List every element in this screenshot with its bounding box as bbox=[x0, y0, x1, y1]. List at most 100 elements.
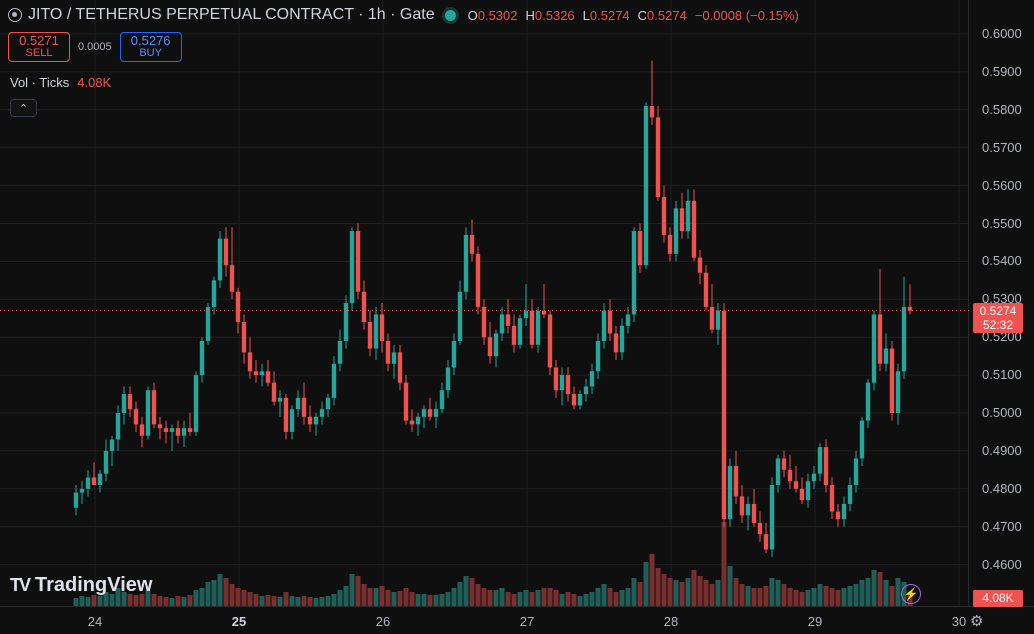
volume-bar bbox=[439, 594, 445, 606]
chart-grid bbox=[0, 0, 1034, 607]
candle bbox=[907, 284, 913, 315]
candle bbox=[271, 371, 277, 406]
candle bbox=[523, 284, 529, 326]
candle bbox=[211, 276, 217, 315]
volume-bar bbox=[211, 580, 217, 606]
candle bbox=[265, 359, 271, 387]
candle bbox=[559, 367, 565, 406]
volume-bar bbox=[769, 578, 775, 606]
volume-bar bbox=[823, 586, 829, 606]
volume-bar bbox=[265, 595, 271, 606]
volume-bar bbox=[343, 586, 349, 606]
tradingview-logo[interactable]: TV TradingView bbox=[10, 574, 153, 596]
volume-bar bbox=[319, 597, 325, 606]
candle bbox=[259, 363, 265, 387]
volume-bar bbox=[541, 588, 547, 606]
volume-bar bbox=[325, 596, 331, 606]
volume-bar bbox=[259, 596, 265, 606]
candle bbox=[805, 473, 811, 508]
candle bbox=[727, 458, 733, 527]
volume-bar bbox=[619, 590, 625, 606]
price-tick-label: 0.5500 bbox=[982, 215, 1022, 231]
candle bbox=[277, 390, 283, 417]
candle bbox=[367, 310, 373, 357]
volume-value: 4.08K bbox=[77, 75, 112, 90]
lightning-icon[interactable]: ⚡ bbox=[901, 584, 921, 604]
volume-bar bbox=[661, 574, 667, 606]
candle bbox=[793, 466, 799, 493]
candle bbox=[817, 443, 823, 482]
candle bbox=[889, 340, 895, 421]
volume-bar bbox=[121, 592, 127, 606]
volume-legend[interactable]: Vol · Ticks 4.08K bbox=[10, 75, 111, 90]
price-tick-label: 0.5600 bbox=[982, 177, 1022, 193]
volume-bar bbox=[103, 592, 109, 606]
volume-bar bbox=[151, 594, 157, 606]
volume-bar bbox=[271, 596, 277, 606]
candle bbox=[481, 299, 487, 345]
candle bbox=[445, 359, 451, 398]
candle bbox=[733, 450, 739, 504]
candles bbox=[73, 60, 913, 558]
candle bbox=[289, 405, 295, 440]
candle bbox=[439, 382, 445, 413]
candle bbox=[319, 401, 325, 425]
price-tick-label: 0.5800 bbox=[982, 101, 1022, 117]
candle bbox=[517, 314, 523, 349]
candle bbox=[295, 390, 301, 417]
chart-header: JITO / TETHERUS PERPETUAL CONTRACT · 1h … bbox=[8, 6, 799, 24]
candle bbox=[547, 310, 553, 376]
candle bbox=[511, 314, 517, 353]
volume-bar bbox=[433, 595, 439, 606]
collapse-legend-button[interactable]: ⌃ bbox=[10, 99, 37, 117]
buy-button[interactable]: 0.5276 BUY bbox=[119, 32, 182, 62]
volume-bar bbox=[781, 584, 787, 606]
volume-bar bbox=[739, 584, 745, 606]
volume-bar bbox=[517, 592, 523, 606]
volume-bar bbox=[463, 576, 469, 606]
candle bbox=[205, 303, 211, 345]
price-tick-label: 0.5400 bbox=[982, 253, 1022, 269]
candle bbox=[901, 276, 907, 379]
symbol-title[interactable]: JITO / TETHERUS PERPETUAL CONTRACT · 1h … bbox=[28, 6, 435, 23]
candle bbox=[595, 333, 601, 379]
volume-bar bbox=[499, 588, 505, 606]
candle bbox=[97, 469, 103, 493]
candle bbox=[799, 477, 805, 504]
volume-bar bbox=[409, 592, 415, 606]
volume-bar bbox=[655, 568, 661, 606]
candle bbox=[583, 378, 589, 402]
volume-bar bbox=[373, 588, 379, 606]
volume-bar bbox=[487, 590, 493, 606]
candle bbox=[853, 450, 859, 493]
time-tick-label: 28 bbox=[663, 614, 679, 629]
volume-bar bbox=[163, 597, 169, 606]
time-tick-label: 26 bbox=[375, 614, 391, 629]
volume-bar bbox=[637, 582, 643, 606]
gear-icon[interactable]: ⚙ bbox=[970, 613, 984, 630]
volume-bar bbox=[643, 562, 649, 606]
candle bbox=[343, 295, 349, 349]
volume-bar bbox=[571, 594, 577, 606]
candle bbox=[679, 193, 685, 239]
volume-bar bbox=[229, 584, 235, 606]
candle bbox=[601, 303, 607, 349]
volume-bar bbox=[841, 588, 847, 606]
candle bbox=[589, 363, 595, 395]
candle bbox=[115, 405, 121, 451]
volume-bar bbox=[421, 594, 427, 606]
price-tick-label: 0.5900 bbox=[982, 63, 1022, 79]
candle bbox=[457, 280, 463, 345]
candle bbox=[769, 477, 775, 558]
candle bbox=[553, 359, 559, 398]
volume-bar bbox=[559, 594, 565, 606]
volume-bar bbox=[85, 597, 91, 606]
sell-button[interactable]: 0.5271 SELL bbox=[8, 32, 70, 62]
candle bbox=[301, 382, 307, 425]
volume-bar bbox=[181, 597, 187, 606]
volume-bar bbox=[193, 590, 199, 606]
candle bbox=[421, 405, 427, 429]
volume-bar bbox=[817, 584, 823, 606]
volume-bar bbox=[91, 595, 97, 606]
